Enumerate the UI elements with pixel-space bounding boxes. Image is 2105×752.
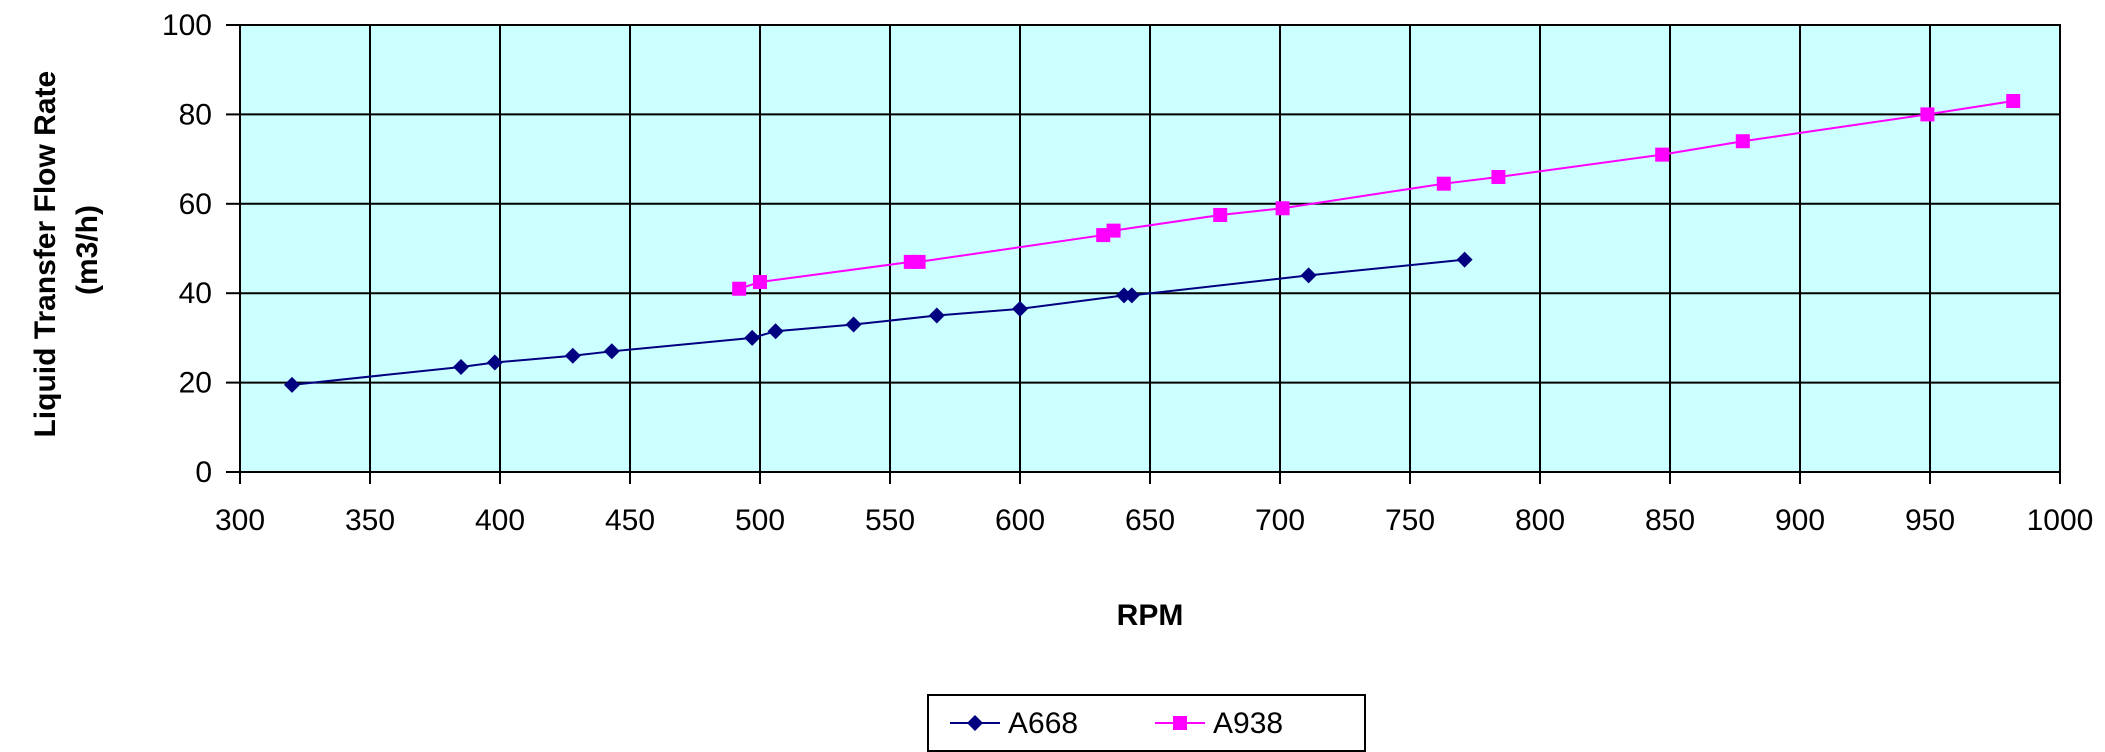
x-tick-label: 550 xyxy=(865,504,915,537)
legend-label-a668: A668 xyxy=(1008,707,1078,740)
legend-marker-a668 xyxy=(967,715,983,731)
x-tick-label: 1000 xyxy=(2027,504,2094,537)
data-point-a668 xyxy=(928,307,945,324)
y-tick-label: 20 xyxy=(179,367,212,400)
x-tick-label: 800 xyxy=(1515,504,1565,537)
data-point-a668 xyxy=(767,323,784,340)
x-tick-label: 750 xyxy=(1385,504,1435,537)
data-point-a668 xyxy=(744,329,761,346)
data-point-a938 xyxy=(1491,169,1506,184)
data-point-a938 xyxy=(1436,176,1451,191)
data-point-a668 xyxy=(1300,267,1317,284)
y-axis-title-line-2: (m3/h) xyxy=(71,205,104,295)
x-tick-label: 450 xyxy=(605,504,655,537)
y-tick-label: 0 xyxy=(195,456,212,489)
data-point-a668 xyxy=(453,358,469,375)
data-point-a938 xyxy=(911,254,926,269)
data-point-a938 xyxy=(1106,223,1121,238)
x-tick-label: 700 xyxy=(1255,504,1305,537)
data-point-a938 xyxy=(1213,207,1228,222)
legend-label-a938: A938 xyxy=(1213,707,1283,740)
data-point-a938 xyxy=(1275,201,1290,216)
legend-box xyxy=(927,694,1366,752)
series-a938 xyxy=(732,93,2021,296)
y-axis-title-line-1: Liquid Transfer Flow Rate xyxy=(29,71,62,438)
legend: A668 A938 xyxy=(927,694,1366,752)
data-point-a668 xyxy=(486,354,503,371)
x-tick-label: 350 xyxy=(345,504,395,537)
data-point-a938 xyxy=(2006,93,2021,108)
data-point-a938 xyxy=(1920,107,1935,122)
y-tick-label: 100 xyxy=(162,9,212,42)
y-tick-label: 60 xyxy=(179,188,212,221)
data-point-a668 xyxy=(845,316,862,333)
data-point-a938 xyxy=(753,275,767,290)
data-point-a938 xyxy=(732,281,747,296)
x-tick-label: 650 xyxy=(1125,504,1175,537)
data-point-a668 xyxy=(1123,287,1140,304)
data-point-a668 xyxy=(1012,300,1028,317)
x-tick-label: 500 xyxy=(735,504,785,537)
y-axis-ticks: 0 20 40 60 80 100 xyxy=(162,9,240,489)
y-tick-label: 40 xyxy=(179,277,212,310)
x-tick-label: 600 xyxy=(995,504,1045,537)
data-point-a938 xyxy=(1655,147,1670,162)
y-axis-title: Liquid Transfer Flow Rate (m3/h) xyxy=(29,62,104,437)
legend-marker-a938 xyxy=(1173,716,1187,730)
x-tick-label: 300 xyxy=(215,504,265,537)
x-axis-ticks: 300 350 400 450 500 550 600 650 700 750 800 850 900 9… xyxy=(215,472,2093,537)
data-point-a668 xyxy=(1456,251,1473,268)
series-a668 xyxy=(284,251,1473,393)
data-point-a938 xyxy=(1735,134,1750,149)
data-point-a668 xyxy=(284,376,300,393)
series-layer xyxy=(284,93,2021,393)
x-tick-label: 850 xyxy=(1645,504,1695,537)
data-point-a668 xyxy=(603,343,620,360)
x-tick-label: 900 xyxy=(1775,504,1825,537)
x-tick-label: 400 xyxy=(475,504,525,537)
x-tick-label: 950 xyxy=(1905,504,1955,537)
y-tick-label: 80 xyxy=(179,98,212,131)
data-point-a668 xyxy=(564,347,581,364)
x-axis-title: RPM xyxy=(1117,599,1184,632)
